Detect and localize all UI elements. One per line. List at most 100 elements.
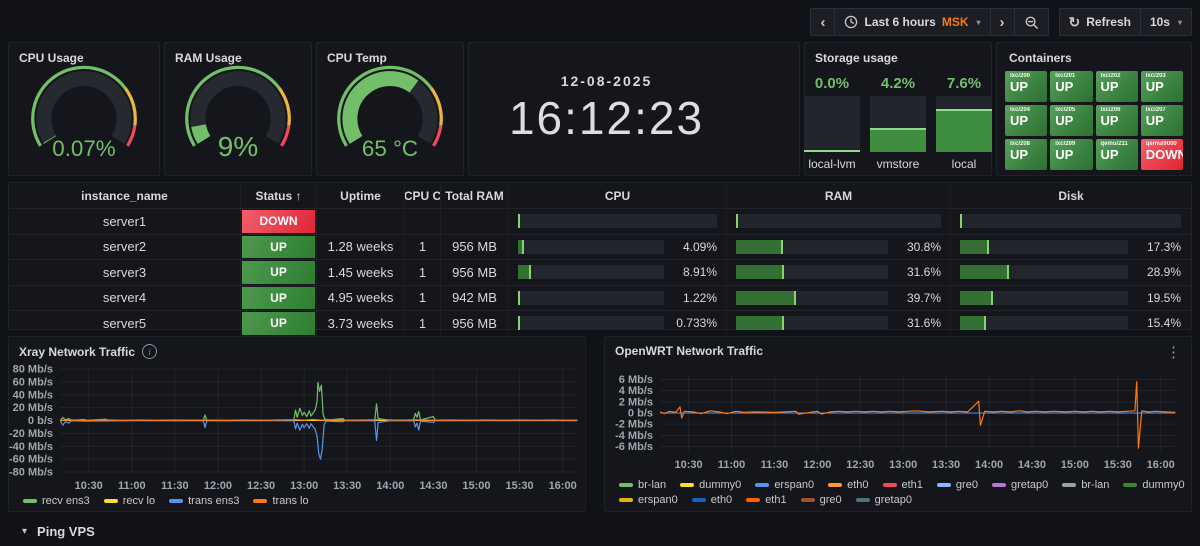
col-header-status[interactable]: Status ↑ (241, 183, 317, 208)
svg-text:-20 Mb/s: -20 Mb/s (9, 428, 53, 440)
container-tile: qemu/9000 DOWN (1140, 139, 1183, 170)
svg-text:-2 Mb/s: -2 Mb/s (615, 419, 653, 431)
svg-text:-40 Mb/s: -40 Mb/s (9, 441, 53, 453)
legend-item[interactable]: recv ens3 (23, 495, 90, 507)
container-tile: lxc/205 UP (1050, 105, 1093, 136)
sort-arrow-icon: ↑ (295, 188, 302, 203)
col-header-uptime[interactable]: Uptime (317, 183, 405, 208)
ping-vps-row[interactable]: ▾ Ping VPS (8, 518, 1192, 544)
panel-title: CPU Usage (19, 51, 84, 65)
table-row: server5 UP 3.73 weeks 1 956 MB 0.733% 31.6% 15.… (9, 310, 1191, 336)
legend-item[interactable]: gretap0 (855, 494, 912, 506)
refresh-interval-value: 10s (1149, 15, 1170, 29)
container-tile: lxc/206 UP (1095, 105, 1138, 136)
storage-bar: 7.6% local (936, 75, 992, 171)
svg-text:13:30: 13:30 (932, 459, 960, 471)
svg-text:15:00: 15:00 (1061, 459, 1089, 471)
svg-text:65 °C: 65 °C (362, 136, 418, 161)
col-header-ram[interactable]: RAM (727, 183, 951, 208)
magnifier-minus-icon (1025, 16, 1038, 29)
refresh-label: Refresh (1086, 15, 1131, 29)
svg-text:-4 Mb/s: -4 Mb/s (615, 430, 653, 442)
svg-text:-80 Mb/s: -80 Mb/s (9, 467, 53, 479)
legend-item[interactable]: eth0 (691, 494, 732, 506)
legend-item[interactable]: trans lo (253, 495, 309, 507)
panel-title: OpenWRT Network Traffic (615, 344, 764, 358)
info-icon[interactable]: i (142, 344, 158, 359)
time-forward-button[interactable]: › (991, 9, 1015, 35)
col-header-cpu[interactable]: CPU (509, 183, 727, 208)
legend-item[interactable]: br-lan (1062, 479, 1109, 491)
refresh-controls: ↻ Refresh 10s ▾ (1058, 8, 1192, 36)
toolbar: ‹ Last 6 hours MSK ▾ › ↻ Refresh 10s ▾ (810, 8, 1192, 36)
container-tile: lxc/200 UP (1005, 71, 1048, 102)
svg-text:14:30: 14:30 (419, 480, 447, 491)
container-tile: lxc/207 UP (1140, 105, 1183, 136)
openwrt-chart-plot[interactable]: 10:30 11:00 11:30 12:00 12:30 13:00 13:30 14:00… (605, 359, 1191, 482)
ram-usage-gauge: 9% (165, 59, 311, 169)
legend-item[interactable]: dummy0 (1123, 479, 1185, 491)
chevron-down-icon: ▾ (22, 525, 28, 537)
col-header-cpu-cores[interactable]: CPU C (405, 183, 441, 208)
svg-text:-6 Mb/s: -6 Mb/s (615, 441, 653, 453)
refresh-icon: ↻ (1068, 14, 1081, 30)
server-table-panel: instance_name Status ↑ Uptime CPU C Tota… (8, 182, 1192, 336)
svg-text:11:00: 11:00 (718, 459, 746, 471)
svg-text:15:30: 15:30 (505, 480, 533, 491)
clock-date: 12-08-2025 (560, 73, 653, 89)
legend-item[interactable]: eth1 (746, 494, 787, 506)
legend-item[interactable]: trans ens3 (169, 495, 239, 507)
legend-item[interactable]: recv lo (103, 495, 155, 507)
container-tile: lxc/202 UP (1095, 71, 1138, 102)
legend-item[interactable]: gretap0 (991, 479, 1048, 491)
panel-title: RAM Usage (175, 51, 242, 65)
panel-menu-icon[interactable]: ⋮ (1166, 344, 1181, 361)
timezone-label: MSK (941, 15, 969, 29)
cpu-usage-panel: CPU Usage 0.07% (8, 42, 160, 176)
status-badge: UP (242, 286, 315, 309)
legend-item[interactable]: gre0 (936, 479, 978, 491)
legend-item[interactable]: br-lan (619, 479, 666, 491)
panel-title: CPU Temp (327, 51, 387, 65)
svg-text:15:00: 15:00 (462, 480, 490, 491)
table-row: server2 UP 1.28 weeks 1 956 MB 4.09% 30.8% 17.3… (9, 233, 1191, 259)
svg-text:9%: 9% (218, 131, 258, 162)
zoom-out-button[interactable] (1015, 9, 1048, 35)
svg-text:16:00: 16:00 (1147, 459, 1175, 471)
refresh-button[interactable]: ↻ Refresh (1060, 9, 1141, 35)
xray-chart-plot[interactable]: 10:30 11:00 11:30 12:00 12:30 13:00 13:30 14:00… (9, 359, 585, 496)
legend-item[interactable]: gre0 (800, 494, 842, 506)
col-header-disk[interactable]: Disk (1058, 188, 1084, 203)
panel-title: Xray Network Traffic (19, 344, 136, 359)
legend-item[interactable]: erspan0 (755, 479, 814, 491)
svg-text:10:30: 10:30 (75, 480, 103, 491)
clock-panel: 12-08-2025 16:12:23 (468, 42, 800, 176)
time-back-button[interactable]: ‹ (811, 9, 836, 35)
col-header-total-ram[interactable]: Total RAM (441, 183, 509, 208)
legend-item[interactable]: eth1 (882, 479, 923, 491)
cpu-usage-gauge: 0.07% (9, 59, 159, 169)
cpu-temp-gauge: 65 °C (317, 59, 463, 169)
svg-text:12:00: 12:00 (803, 459, 831, 471)
status-badge: UP (242, 235, 315, 258)
svg-text:12:30: 12:30 (247, 480, 275, 491)
chevron-down-icon: ▾ (1177, 17, 1182, 27)
table-row: server3 UP 1.45 weeks 1 956 MB 8.91% 31.6% 28.9… (9, 259, 1191, 285)
table-row: server4 UP 4.95 weeks 1 942 MB 1.22% 39.7% 19.5… (9, 284, 1191, 310)
legend-item[interactable]: dummy0 (680, 479, 741, 491)
xray-legend: recv ens3 recv lo trans ens3 trans lo (23, 495, 309, 507)
legend-item[interactable]: eth0 (828, 479, 869, 491)
col-header-instance-name[interactable]: instance_name (9, 183, 241, 208)
openwrt-legend: br-lan dummy0 erspan0 eth0 eth1 gre0 gretap0 br… (619, 479, 1191, 506)
svg-text:-60 Mb/s: -60 Mb/s (9, 454, 53, 466)
time-range-picker[interactable]: Last 6 hours MSK ▾ (835, 9, 991, 35)
legend-item[interactable]: erspan0 (619, 494, 678, 506)
refresh-interval-dropdown[interactable]: 10s ▾ (1141, 9, 1191, 35)
status-badge: UP (242, 261, 315, 284)
time-controls: ‹ Last 6 hours MSK ▾ › (810, 8, 1049, 36)
container-tiles: lxc/200 UP lxc/201 UP lxc/202 UP lxc/203 UP lxc/… (997, 65, 1191, 178)
openwrt-traffic-panel: OpenWRT Network Traffic ⋮ 10:30 11:00 11:3… (604, 336, 1192, 512)
cpu-temp-panel: CPU Temp 65 °C (316, 42, 464, 176)
clock-icon (845, 15, 858, 29)
svg-text:6 Mb/s: 6 Mb/s (619, 374, 653, 386)
